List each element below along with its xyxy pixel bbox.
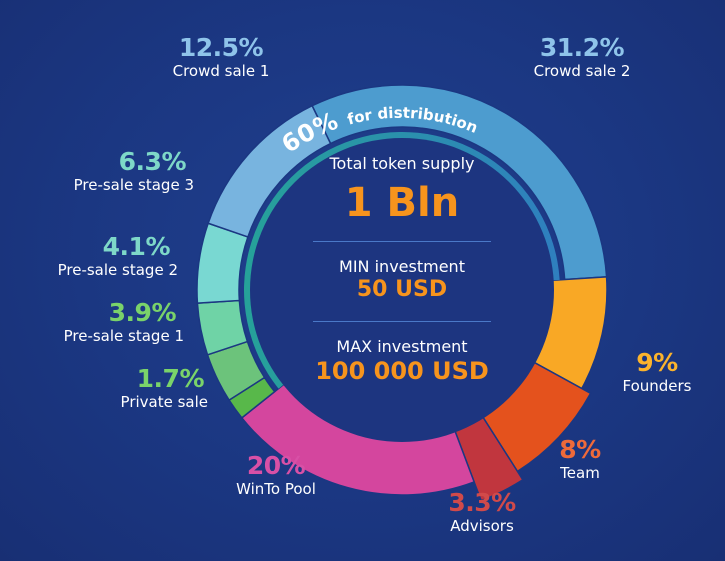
center-disc bbox=[250, 138, 554, 442]
slice-name: Founders bbox=[622, 377, 692, 395]
slice-label-crowd-sale-2: 31.2% Crowd sale 2 bbox=[522, 33, 642, 81]
min-investment-block: MIN investment 50 USD bbox=[292, 257, 512, 304]
slice-name: Pre-sale stage 1 bbox=[63, 327, 184, 345]
slice-name: Private sale bbox=[120, 393, 208, 411]
slice-label-pre-sale-1: 3.9% Pre-sale stage 1 bbox=[44, 298, 184, 346]
total-supply-value: 1 Bln bbox=[344, 180, 460, 226]
slice-pct: 6.3% bbox=[118, 147, 187, 176]
min-investment-value: 50 USD bbox=[356, 277, 448, 302]
slice-label-pre-sale-2: 4.1% Pre-sale stage 2 bbox=[38, 232, 178, 280]
slice-name: WinTo Pool bbox=[236, 480, 316, 498]
total-supply-label: Total token supply bbox=[329, 154, 475, 173]
slice-label-advisors: 3.3% Advisors bbox=[440, 488, 524, 536]
slice-name: Advisors bbox=[450, 517, 514, 535]
total-supply-block: Total token supply 1 Bln bbox=[292, 154, 512, 229]
max-investment-label: MAX investment bbox=[336, 337, 468, 356]
slice-pct: 9% bbox=[636, 348, 678, 377]
max-investment-block: MAX investment 100 000 USD bbox=[292, 337, 512, 386]
slice-pct: 20% bbox=[246, 451, 306, 480]
divider-top bbox=[313, 241, 491, 242]
slice-name: Pre-sale stage 3 bbox=[73, 176, 194, 194]
slice-pct: 4.1% bbox=[102, 232, 171, 261]
slice-pct: 31.2% bbox=[539, 33, 625, 62]
max-investment-value: 100 000 USD bbox=[315, 357, 489, 385]
slice-crowd-sale-1 bbox=[207, 104, 332, 238]
slice-pre-sale-stage-3 bbox=[196, 222, 249, 304]
slice-label-pre-sale-3: 6.3% Pre-sale stage 3 bbox=[54, 147, 194, 195]
divider-bottom bbox=[313, 321, 491, 322]
slice-label-crowd-sale-1: 12.5% Crowd sale 1 bbox=[163, 33, 279, 81]
slice-label-team: 8% Team bbox=[548, 435, 612, 483]
slice-pct: 1.7% bbox=[136, 364, 205, 393]
slice-name: Team bbox=[560, 464, 600, 482]
slice-label-founders: 9% Founders bbox=[612, 348, 702, 396]
slice-pct: 12.5% bbox=[178, 33, 264, 62]
slice-pct: 3.9% bbox=[108, 298, 177, 327]
slice-name: Crowd sale 1 bbox=[172, 62, 270, 80]
slice-label-winto-pool: 20% WinTo Pool bbox=[226, 451, 326, 499]
slice-name: Crowd sale 2 bbox=[533, 62, 631, 80]
slice-label-private-sale: 1.7% Private sale bbox=[104, 364, 208, 412]
min-investment-label: MIN investment bbox=[339, 257, 465, 276]
slice-name: Pre-sale stage 2 bbox=[57, 261, 178, 279]
slice-pct: 8% bbox=[559, 435, 601, 464]
slice-pct: 3.3% bbox=[448, 488, 516, 517]
